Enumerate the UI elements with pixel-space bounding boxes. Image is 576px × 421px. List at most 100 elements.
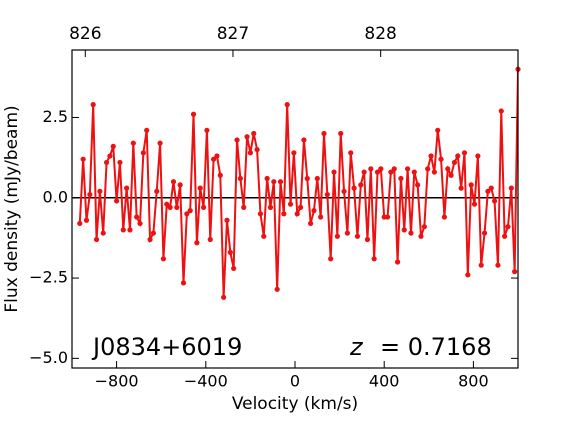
y-tick-label: −5.0	[29, 348, 68, 367]
plot-frame	[71, 49, 519, 369]
point	[231, 265, 237, 272]
point	[455, 153, 461, 159]
point	[174, 204, 180, 210]
point	[344, 230, 351, 236]
point	[83, 217, 90, 223]
point	[127, 227, 133, 233]
x2-tick-label: 828	[364, 24, 396, 44]
point	[401, 227, 407, 233]
y-tick-label: −2.5	[29, 268, 68, 287]
point	[93, 236, 100, 243]
point	[97, 188, 103, 194]
point	[488, 185, 494, 191]
point	[134, 214, 140, 220]
point	[180, 280, 187, 286]
point	[267, 204, 274, 210]
point	[164, 201, 170, 207]
point	[237, 175, 243, 182]
point	[331, 169, 337, 175]
point	[80, 156, 86, 162]
point	[204, 127, 210, 133]
point	[328, 256, 334, 262]
point	[358, 182, 364, 188]
point	[207, 236, 213, 243]
point	[461, 150, 468, 156]
line	[78, 69, 518, 298]
point	[291, 150, 297, 156]
x-tick-label: −400	[184, 372, 228, 391]
point	[435, 127, 441, 133]
point	[441, 214, 448, 220]
point	[351, 185, 357, 191]
point	[418, 233, 424, 239]
point	[491, 198, 498, 204]
point	[227, 249, 233, 255]
point	[311, 208, 317, 214]
annotation: = 0.7168	[380, 333, 492, 361]
point	[398, 175, 404, 182]
point	[294, 211, 300, 217]
point	[157, 140, 163, 146]
point	[505, 224, 511, 230]
point	[124, 185, 130, 191]
point	[405, 166, 411, 172]
point	[221, 294, 227, 300]
point	[244, 134, 250, 140]
point	[140, 150, 146, 156]
point	[338, 130, 344, 137]
point	[408, 230, 414, 236]
point	[77, 220, 83, 227]
x-tick-label: −800	[95, 372, 139, 391]
point	[428, 153, 434, 159]
point	[217, 172, 223, 178]
point	[254, 146, 260, 153]
point	[415, 182, 421, 188]
point	[495, 262, 501, 268]
point	[284, 102, 290, 108]
point	[90, 102, 96, 108]
point	[468, 182, 474, 188]
point	[388, 169, 394, 175]
point	[147, 236, 153, 243]
point	[508, 185, 514, 191]
point	[348, 150, 354, 156]
point	[502, 233, 508, 239]
point	[130, 140, 136, 146]
point	[341, 188, 347, 194]
point	[304, 175, 310, 182]
point	[234, 137, 240, 143]
point	[107, 153, 113, 159]
point	[308, 220, 314, 227]
point	[425, 166, 431, 172]
point	[478, 262, 484, 268]
y-tick-label: 2.5	[43, 107, 68, 126]
point	[211, 156, 217, 162]
point	[144, 127, 150, 133]
point	[465, 272, 471, 278]
point	[287, 201, 294, 207]
point	[200, 204, 207, 210]
annotation: z	[349, 333, 364, 361]
point	[301, 137, 307, 143]
point	[324, 191, 330, 198]
point	[391, 166, 397, 172]
point	[374, 169, 381, 175]
point	[257, 211, 264, 217]
point	[314, 175, 320, 182]
point	[364, 236, 371, 243]
point	[512, 269, 518, 275]
point	[297, 204, 304, 210]
point	[334, 233, 340, 239]
point	[170, 179, 177, 185]
point	[187, 208, 193, 214]
point	[154, 188, 160, 194]
point	[247, 150, 253, 156]
point	[448, 172, 454, 178]
x2-tick-label: 827	[217, 24, 249, 44]
x-tick-label: 400	[369, 372, 400, 391]
point	[103, 159, 110, 166]
point	[150, 230, 156, 236]
point	[431, 169, 437, 175]
x-tick-label: 0	[290, 372, 300, 391]
